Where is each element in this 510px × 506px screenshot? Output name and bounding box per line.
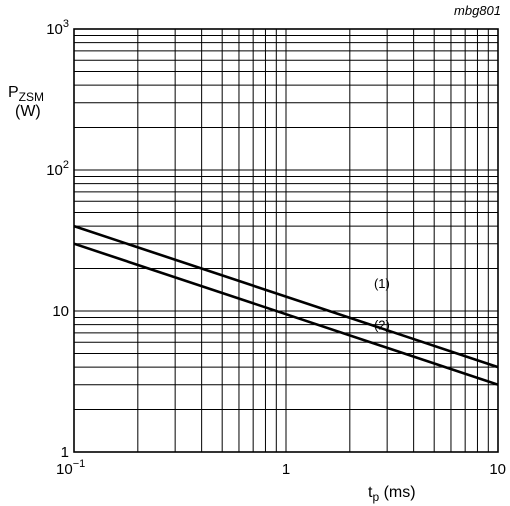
y-tick-label: 1 [61, 444, 69, 461]
y-tick-label: 10 [52, 303, 69, 320]
y-axis-label-unit: (W) [15, 103, 41, 120]
x-tick-label: 1 [282, 461, 290, 478]
series-labels: (1) (2) [374, 276, 390, 332]
x-tick-label: 10−1 [56, 458, 85, 478]
x-axis-label-text: tp (ms) [368, 484, 416, 504]
x-tick-label: 10 [489, 461, 506, 478]
series-line-1 [73, 224, 499, 369]
y-axis-label: PZSM (W) [8, 84, 44, 120]
grid-lines [74, 29, 498, 452]
series-label-1: (1) [374, 276, 390, 291]
series-line-2 [73, 242, 499, 386]
figure-code: mbg801 [454, 3, 501, 18]
series-label-2: (2) [374, 317, 390, 332]
y-tick-label: 102 [46, 159, 69, 179]
y-tick-label: 103 [46, 18, 69, 38]
x-axis-label: tp (ms) [368, 484, 416, 504]
series-lines [73, 224, 499, 386]
y-axis-label-main: PZSM [8, 84, 44, 104]
plot-frame [73, 28, 499, 453]
